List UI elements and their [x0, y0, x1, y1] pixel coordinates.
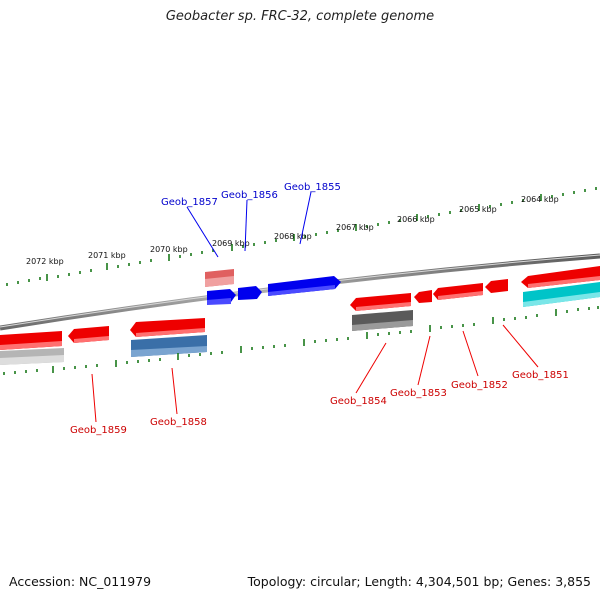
kbp-label: 2072 kbp	[26, 257, 64, 266]
gene-label: Geob_1851	[512, 370, 569, 381]
kbp-label: 2067 kbp	[336, 223, 374, 232]
gene-label: Geob_1856	[221, 190, 278, 201]
inner-tick-track	[3, 306, 599, 375]
kbp-label: 2065 kbp	[459, 205, 497, 214]
gene-arrow	[414, 290, 432, 303]
gene-label: Geob_1857	[161, 197, 218, 208]
accession-text: Accession: NC_011979	[9, 574, 152, 589]
kbp-label: 2068 kbp	[274, 232, 312, 241]
kbp-label: 2064 kbp	[521, 195, 559, 204]
gene-arrow	[521, 266, 600, 288]
gene-label: Geob_1859	[70, 425, 127, 436]
kbp-labels: 2072 kbp 2071 kbp 2070 kbp 2069 kbp 2068…	[26, 195, 559, 266]
forward-genes	[205, 269, 341, 305]
forward-gene-labels: Geob_1857 Geob_1856 Geob_1855	[161, 182, 341, 208]
reverse-label-leaders	[91, 324, 539, 423]
outer-tick-track	[6, 187, 597, 286]
kbp-label: 2071 kbp	[88, 251, 126, 260]
forward-label-leaders	[186, 191, 312, 258]
feature-blocks	[0, 282, 600, 365]
gene-arrow	[238, 286, 262, 300]
kbp-label: 2066 kbp	[397, 215, 435, 224]
reverse-gene-labels: Geob_1859 Geob_1858 Geob_1854 Geob_1853 …	[70, 370, 569, 436]
gene-label: Geob_1858	[150, 417, 207, 428]
kbp-label: 2070 kbp	[150, 245, 188, 254]
gene-arrow	[485, 279, 508, 293]
topology-text: Topology: circular; Length: 4,304,501 bp…	[247, 574, 591, 589]
gene-label: Geob_1853	[390, 388, 447, 399]
map-title: Geobacter sp. FRC-32, complete genome	[165, 9, 435, 24]
reverse-genes	[0, 266, 600, 350]
gene-label: Geob_1854	[330, 396, 387, 407]
kbp-label: 2069 kbp	[212, 239, 250, 248]
gene-label: Geob_1855	[284, 182, 341, 193]
gene-label: Geob_1852	[451, 380, 508, 391]
